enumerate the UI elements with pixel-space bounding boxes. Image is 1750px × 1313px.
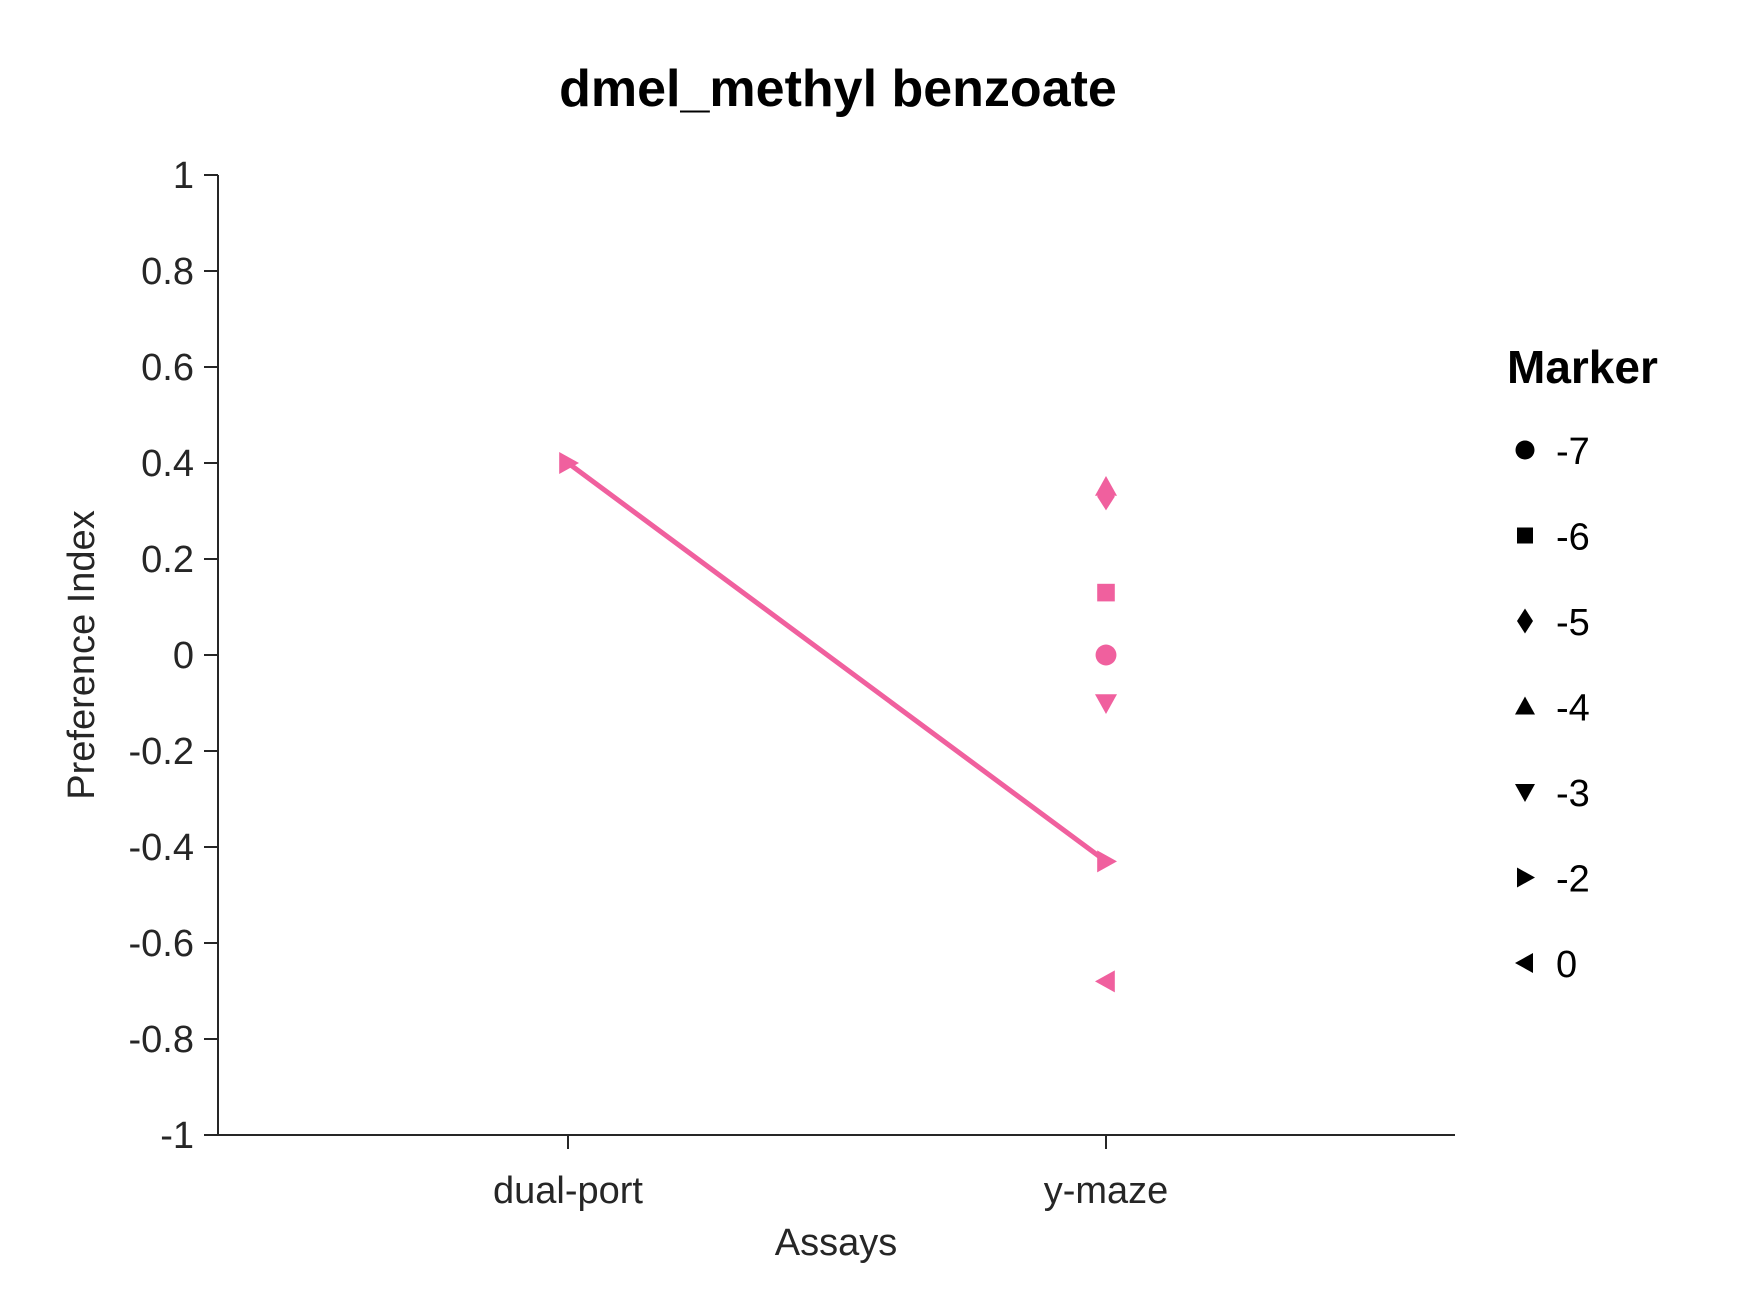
series-line <box>565 460 1109 864</box>
data-point-marker-minus-3 <box>1095 694 1117 714</box>
legend-label: -4 <box>1556 688 1590 730</box>
x-tick-label: dual-port <box>493 1170 643 1212</box>
y-tick-label: -0.8 <box>129 1019 194 1061</box>
legend-marker-diamond <box>1517 608 1533 634</box>
legend-label: -3 <box>1556 773 1590 815</box>
legend-entry: -5 <box>1517 602 1590 644</box>
legend-entry: -3 <box>1515 773 1590 815</box>
data-point-marker-minus-2 <box>1097 850 1117 873</box>
legend-entry: 0 <box>1515 944 1577 986</box>
y-tick-label: 0 <box>173 635 194 677</box>
legend-marker-square <box>1517 527 1533 544</box>
y-tick-label: 0.4 <box>141 443 194 485</box>
data-point-marker-minus-2 <box>559 452 579 474</box>
legend-marker-triangle-right <box>1517 867 1535 888</box>
chart-title: dmel_methyl benzoate <box>559 60 1117 118</box>
data-point-marker-minus-7 <box>1095 644 1117 666</box>
legend-marker-triangle-up <box>1515 696 1535 715</box>
legend-marker-triangle-down <box>1515 784 1535 802</box>
y-tick-label: -1 <box>160 1115 194 1157</box>
legend-label: -5 <box>1556 602 1590 644</box>
legend-entry: -7 <box>1515 431 1590 473</box>
y-tick-label: -0.6 <box>129 923 194 965</box>
y-tick-label: 0.8 <box>141 251 194 293</box>
legend-label: 0 <box>1556 944 1577 986</box>
legend: Marker -7 -6 -5 -4 -3 -2 0 <box>1507 341 1658 986</box>
y-axis-label: Preference Index <box>61 510 103 799</box>
data-point-marker-0 <box>1095 970 1115 993</box>
legend-marker-circle <box>1515 440 1535 460</box>
data-point-marker-minus-5 <box>1097 482 1115 511</box>
y-tick-label: 0.6 <box>141 347 194 389</box>
y-tick-label: 1 <box>173 155 194 197</box>
legend-entry: -2 <box>1517 859 1590 901</box>
legend-label: -2 <box>1556 859 1590 901</box>
y-tick-label: -0.4 <box>129 827 194 869</box>
y-tick-label: -0.2 <box>129 731 194 773</box>
x-axis-label: Assays <box>775 1222 897 1264</box>
x-tick-label: y-maze <box>1044 1170 1169 1212</box>
series <box>559 452 1117 993</box>
legend-label: -6 <box>1556 517 1590 559</box>
legend-label: -7 <box>1556 431 1590 473</box>
data-point-marker-minus-6 <box>1097 583 1115 602</box>
y-ticks: 1 0.8 0.6 0.4 0.2 0 -0.2 -0.4 -0.6 -0.8 -1 <box>129 155 218 1157</box>
legend-title: Marker <box>1507 341 1658 393</box>
axes <box>217 175 1455 1136</box>
x-ticks: dual-port y-maze <box>493 1135 1168 1212</box>
legend-marker-triangle-left <box>1515 953 1533 973</box>
legend-entry: -6 <box>1517 517 1590 559</box>
legend-entry: -4 <box>1515 688 1590 730</box>
y-tick-label: 0.2 <box>141 539 194 581</box>
